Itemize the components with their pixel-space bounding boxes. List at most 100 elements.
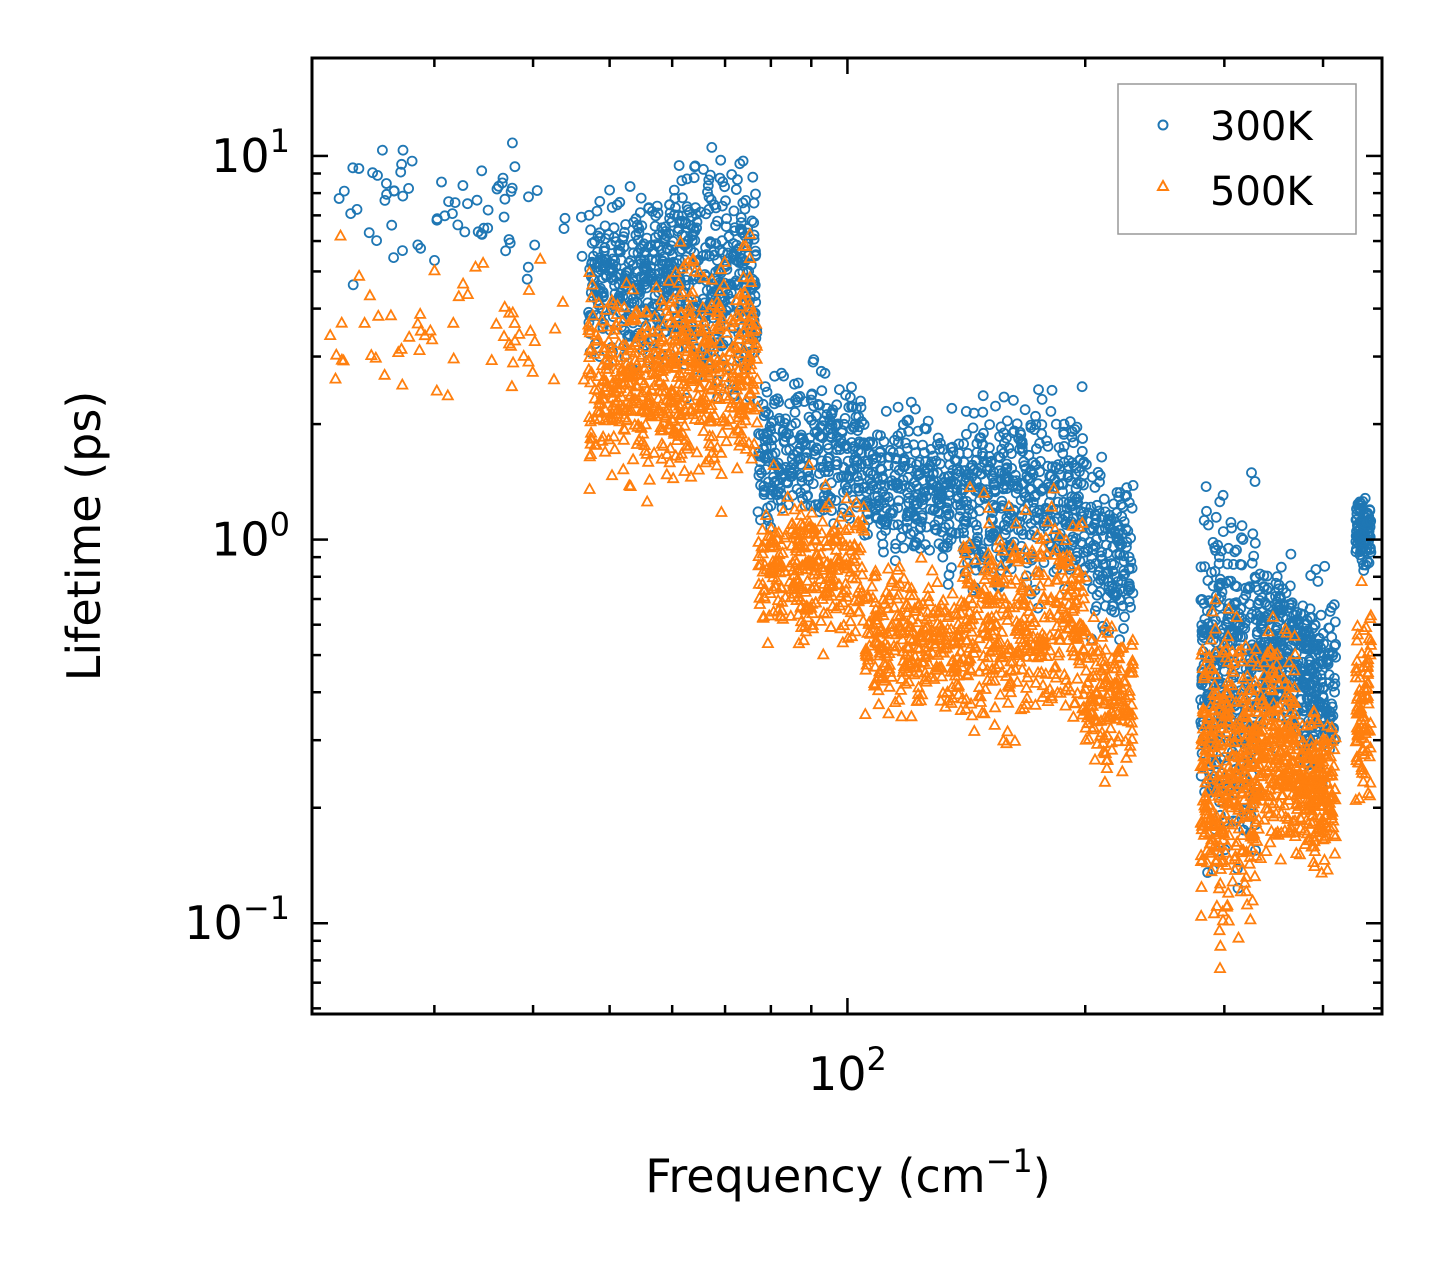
data-point — [745, 306, 759, 319]
data-point — [789, 378, 800, 390]
data-point — [710, 391, 724, 404]
data-point — [957, 596, 971, 608]
data-point — [380, 178, 392, 189]
data-point — [730, 184, 742, 195]
data-point — [1299, 682, 1311, 694]
data-point — [1102, 567, 1114, 578]
data-point — [1298, 678, 1310, 690]
data-point — [912, 470, 924, 482]
data-point — [695, 400, 709, 413]
data-point — [909, 659, 923, 672]
data-point — [950, 636, 964, 649]
data-point — [1108, 498, 1119, 510]
data-point — [447, 351, 461, 364]
data-point — [1124, 583, 1136, 595]
data-point — [972, 664, 986, 677]
data-point — [1031, 665, 1045, 678]
data-point — [1102, 514, 1114, 525]
data-point — [1111, 507, 1123, 519]
data-point — [737, 197, 749, 209]
data-point — [1194, 909, 1208, 921]
data-point — [737, 285, 751, 297]
data-point — [986, 470, 998, 482]
data-point — [1297, 663, 1308, 675]
data-point — [1119, 750, 1133, 763]
data-point — [1063, 683, 1078, 696]
data-point — [506, 305, 520, 318]
data-point — [729, 376, 743, 389]
data-point — [1247, 651, 1261, 663]
data-point — [1113, 534, 1125, 546]
data-point — [1249, 642, 1263, 654]
data-point — [323, 328, 337, 340]
data-point — [333, 228, 348, 241]
data-point — [887, 507, 898, 519]
data-point — [1310, 564, 1322, 575]
data-point — [640, 494, 654, 507]
data-point — [870, 504, 882, 516]
data-point — [1010, 469, 1021, 481]
data-point — [376, 144, 388, 156]
data-point — [1029, 489, 1041, 501]
data-point — [1059, 533, 1073, 545]
data-point — [981, 546, 995, 559]
data-point — [750, 415, 764, 428]
data-point — [912, 680, 926, 693]
data-point — [605, 468, 619, 481]
data-point — [692, 398, 706, 411]
data-point — [584, 263, 596, 275]
data-point — [522, 261, 534, 273]
data-point — [1314, 633, 1326, 645]
data-point — [872, 670, 886, 682]
data-point — [1066, 518, 1080, 531]
data-point — [1127, 479, 1139, 491]
data-point — [379, 194, 391, 206]
data-point — [1240, 589, 1252, 601]
data-point — [878, 546, 889, 558]
data-point — [1235, 631, 1246, 643]
data-point — [1010, 674, 1024, 687]
data-point — [1070, 671, 1084, 684]
data-point — [1030, 410, 1041, 422]
data-point — [675, 369, 689, 382]
data-point — [860, 440, 872, 452]
data-point — [713, 284, 727, 296]
data-point — [719, 434, 733, 447]
data-point — [1114, 594, 1126, 606]
data-point — [1195, 561, 1207, 573]
data-point — [1318, 682, 1330, 694]
data-point — [872, 645, 887, 658]
data-point — [1047, 660, 1062, 673]
data-point — [790, 593, 804, 605]
data-point — [1247, 528, 1259, 540]
data-point — [1224, 598, 1235, 610]
data-point — [1036, 678, 1050, 691]
data-point — [626, 313, 641, 326]
data-point — [1031, 443, 1042, 455]
data-point — [890, 591, 904, 604]
data-point — [823, 569, 837, 582]
data-point — [820, 606, 834, 619]
data-point — [660, 393, 674, 406]
data-point — [941, 502, 952, 514]
data-point — [634, 207, 646, 219]
data-point — [737, 341, 751, 353]
data-point — [1066, 644, 1081, 656]
data-point — [897, 571, 911, 584]
data-point — [836, 471, 847, 483]
data-point — [607, 311, 619, 323]
data-point — [1064, 416, 1076, 428]
data-point — [1089, 657, 1103, 670]
data-point — [1222, 796, 1236, 809]
data-point — [1199, 561, 1211, 572]
data-point — [959, 692, 973, 705]
data-point — [981, 650, 995, 663]
data-point — [995, 665, 1009, 678]
data-point — [758, 480, 770, 492]
data-point — [815, 421, 826, 433]
data-point — [1226, 874, 1240, 887]
data-point — [609, 317, 623, 330]
data-point — [396, 158, 408, 170]
data-point — [688, 222, 700, 234]
data-point — [730, 382, 744, 395]
